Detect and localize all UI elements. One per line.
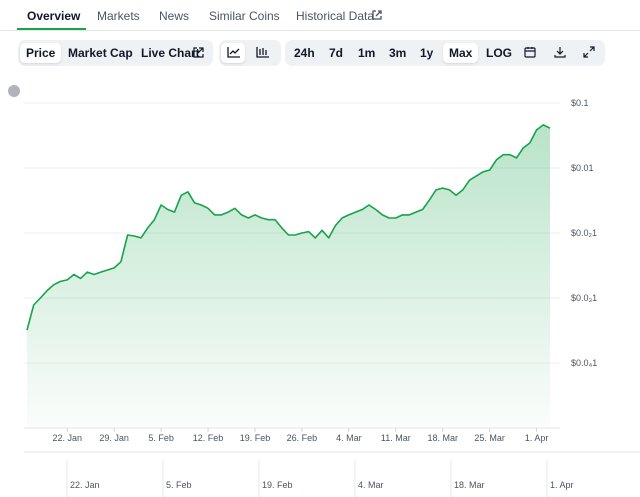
log-button[interactable]: LOG (486, 46, 512, 60)
tab[interactable]: Similar Coins (209, 9, 280, 23)
range-button[interactable]: 1m (358, 46, 376, 60)
line-icon (227, 47, 240, 58)
view-button[interactable]: Price (20, 43, 62, 63)
expand-icon[interactable] (583, 46, 595, 58)
view-button[interactable]: Market Cap (68, 46, 133, 60)
x-tick-label: 19. Feb (240, 433, 271, 443)
navigator-label: 19. Feb (262, 480, 293, 490)
indicator-dot (8, 85, 20, 97)
tab[interactable]: News (159, 9, 190, 23)
navigator-label: 5. Feb (166, 480, 192, 490)
line-chart-button[interactable] (221, 43, 245, 63)
tab-underline (17, 28, 86, 30)
download-icon[interactable] (554, 46, 566, 58)
tab[interactable]: Historical Data (296, 9, 375, 23)
x-tick-label: 11. Mar (381, 433, 411, 443)
x-tick-label: 29. Jan (99, 433, 129, 443)
range-button[interactable]: Max (443, 43, 479, 63)
x-tick-label: 26. Feb (287, 433, 318, 443)
range-button[interactable]: 1y (420, 46, 434, 60)
x-tick-label: 5. Feb (148, 433, 174, 443)
price-line (26, 124, 551, 331)
x-tick-label: 18. Mar (427, 433, 458, 443)
range-button[interactable]: 3m (389, 46, 407, 60)
y-tick-label: $0.0₄1 (571, 358, 597, 368)
x-tick-label: 22. Jan (52, 433, 82, 443)
x-tick-label: 4. Mar (336, 433, 362, 443)
y-tick-label: $0.0₃1 (571, 293, 597, 303)
x-tick-label: 25. Mar (474, 433, 505, 443)
tab-divider (0, 30, 640, 31)
external-icon (193, 47, 204, 58)
navigator-label: 4. Mar (358, 480, 384, 490)
y-tick-label: $0.1 (571, 98, 589, 108)
x-tick-label: 12. Feb (193, 433, 224, 443)
range-button[interactable]: 24h (294, 46, 315, 60)
navigator-label: 22. Jan (70, 480, 100, 490)
tab[interactable]: Overview (27, 9, 81, 23)
area-fill (27, 124, 550, 429)
navigator-label: 1. Apr (550, 480, 574, 490)
view-button[interactable]: Live Chart (141, 46, 200, 60)
range-button[interactable]: 7d (329, 46, 344, 60)
x-tick-label: 1. Apr (525, 433, 549, 443)
candle-icon[interactable] (256, 46, 270, 58)
navigator-label: 18. Mar (454, 480, 485, 490)
calendar-icon[interactable] (524, 46, 536, 58)
y-tick-label: $0.0₂1 (571, 228, 597, 238)
tab[interactable]: Markets (97, 9, 140, 23)
external-icon (372, 10, 382, 20)
y-tick-label: $0.01 (571, 163, 594, 173)
